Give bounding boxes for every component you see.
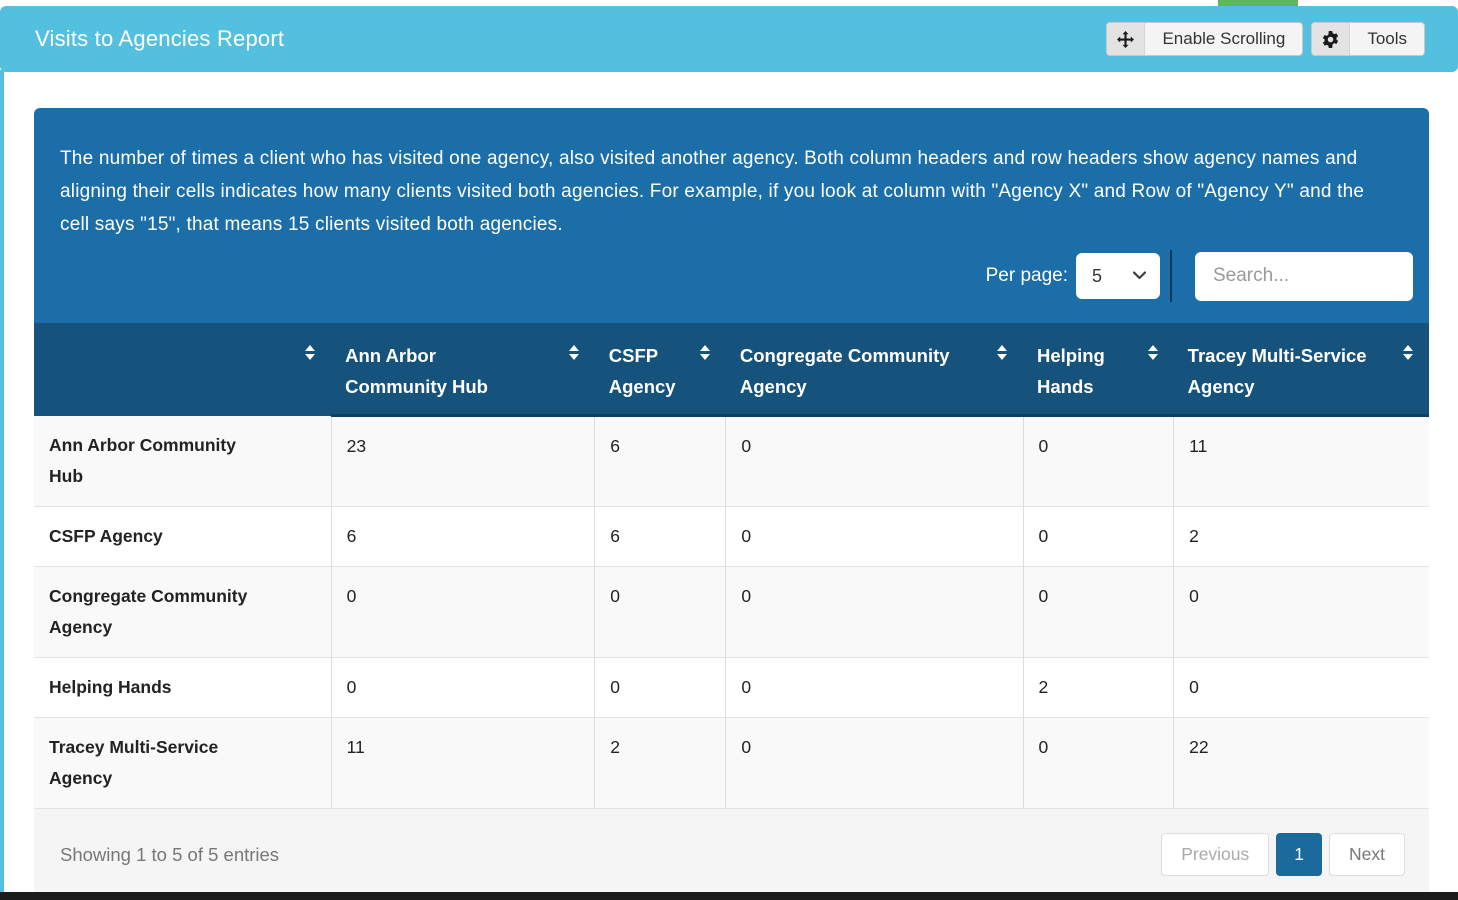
row-header: Congregate Community Agency <box>49 585 248 637</box>
browser-progress-tab <box>1218 0 1298 7</box>
matrix-cell: 0 <box>725 717 1024 808</box>
matrix-cell: 6 <box>330 506 595 566</box>
matrix-cell: 23 <box>330 415 595 506</box>
table-row: Ann Arbor Community Hub 23 6 0 0 11 <box>34 415 1429 506</box>
matrix-cell: 2 <box>1022 657 1174 717</box>
enable-scrolling-button[interactable]: Enable Scrolling <box>1106 22 1304 56</box>
matrix-cell: 0 <box>725 657 1024 717</box>
sort-icon <box>305 345 316 360</box>
page-1-button[interactable]: 1 <box>1276 833 1323 876</box>
pagination: Previous 1 Next <box>1161 833 1405 876</box>
per-page-select[interactable]: 5 <box>1076 253 1160 299</box>
report-description: The number of times a client who has vis… <box>60 148 1365 235</box>
table-controls: Per page: 5 <box>60 250 1413 302</box>
matrix-cell: 0 <box>330 566 595 657</box>
per-page-value: 5 <box>1092 265 1103 286</box>
next-page-button[interactable]: Next <box>1329 833 1405 876</box>
table-footer: Showing 1 to 5 of 5 entries Previous 1 N… <box>34 807 1429 900</box>
report-content-area: The number of times a client who has vis… <box>4 72 1458 900</box>
entries-summary: Showing 1 to 5 of 5 entries <box>60 843 280 865</box>
sort-icon <box>997 345 1008 360</box>
bottom-dark-bar <box>0 892 1458 900</box>
matrix-cell: 0 <box>725 506 1024 566</box>
chevron-down-icon <box>1132 267 1147 285</box>
matrix-cell: 0 <box>1022 566 1174 657</box>
row-header: Ann Arbor Community Hub <box>49 434 236 486</box>
matrix-cell: 0 <box>1022 415 1174 506</box>
controls-divider <box>1170 250 1172 302</box>
table-row: Congregate Community Agency 0 0 0 0 0 <box>34 566 1429 657</box>
page-title: Visits to Agencies Report <box>35 26 285 51</box>
report-title-bar: Visits to Agencies Report Enable Scrolli… <box>0 6 1458 72</box>
matrix-cell: 0 <box>725 415 1024 506</box>
move-icon <box>1107 23 1146 55</box>
row-header: Tracey Multi-Service Agency <box>49 736 219 788</box>
column-header-blank[interactable] <box>34 323 332 416</box>
matrix-cell: 11 <box>1173 415 1429 506</box>
report-info-panel: The number of times a client who has vis… <box>34 108 1429 323</box>
matrix-cell: 0 <box>594 657 726 717</box>
matrix-cell: 2 <box>1173 506 1429 566</box>
table-row: CSFP Agency 6 6 0 0 2 <box>34 506 1429 566</box>
matrix-cell: 6 <box>594 506 726 566</box>
matrix-cell: 11 <box>330 717 595 808</box>
matrix-cell: 0 <box>1173 566 1429 657</box>
matrix-cell: 0 <box>1022 717 1174 808</box>
column-header-ann-arbor-community-hub[interactable]: Ann Arbor Community Hub <box>331 323 595 417</box>
enable-scrolling-label: Enable Scrolling <box>1162 29 1286 48</box>
sort-icon <box>568 345 579 360</box>
sort-icon <box>1147 345 1158 360</box>
column-header-tracey-multi-service-agency[interactable]: Tracey Multi-Service Agency <box>1173 323 1429 417</box>
search-input[interactable] <box>1195 251 1413 301</box>
agency-visits-matrix-table: Ann Arbor Community Hub CSFP Agency Cong… <box>34 323 1429 808</box>
per-page-label: Per page: <box>985 265 1068 286</box>
sort-icon <box>1403 345 1413 360</box>
column-header-helping-hands[interactable]: Helping Hands <box>1023 323 1174 417</box>
matrix-cell: 22 <box>1173 717 1429 808</box>
topbar-buttons: Enable Scrolling Tools <box>1106 22 1425 56</box>
matrix-cell: 2 <box>594 717 726 808</box>
column-header-congregate-community-agency[interactable]: Congregate Community Agency <box>725 323 1024 417</box>
matrix-cell: 0 <box>1173 657 1429 717</box>
report-widget: The number of times a client who has vis… <box>34 108 1429 900</box>
table-row: Helping Hands 0 0 0 2 0 <box>34 657 1429 717</box>
page-left-edge <box>0 70 4 892</box>
sort-icon <box>699 345 710 360</box>
row-header: Helping Hands <box>49 676 172 697</box>
matrix-cell: 0 <box>330 657 595 717</box>
table-body: Ann Arbor Community Hub 23 6 0 0 11 CSFP… <box>34 415 1429 808</box>
table-header: Ann Arbor Community Hub CSFP Agency Cong… <box>34 323 1429 417</box>
matrix-cell: 0 <box>1022 506 1174 566</box>
previous-page-button[interactable]: Previous <box>1161 833 1270 876</box>
matrix-cell: 6 <box>594 415 726 506</box>
column-header-csfp-agency[interactable]: CSFP Agency <box>594 323 726 417</box>
matrix-cell: 0 <box>725 566 1024 657</box>
table-row: Tracey Multi-Service Agency 11 2 0 0 22 <box>34 717 1429 808</box>
row-header: CSFP Agency <box>49 525 163 546</box>
tools-button[interactable]: Tools <box>1311 22 1425 56</box>
gear-icon <box>1312 23 1351 55</box>
tools-label: Tools <box>1367 29 1407 48</box>
matrix-cell: 0 <box>594 566 726 657</box>
